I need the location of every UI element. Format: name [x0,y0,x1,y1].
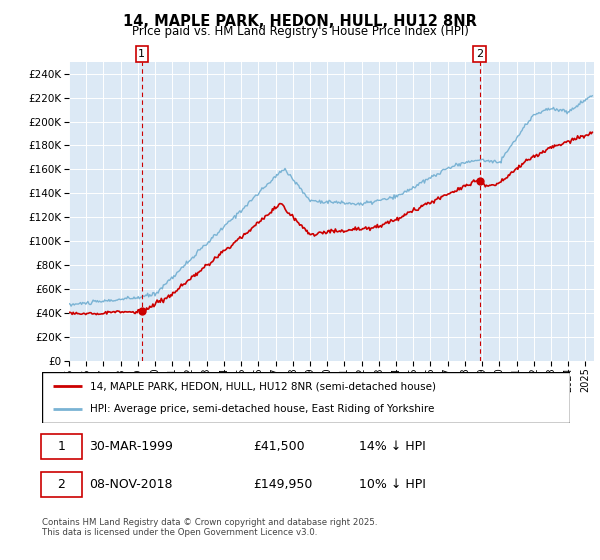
Text: 14, MAPLE PARK, HEDON, HULL, HU12 8NR: 14, MAPLE PARK, HEDON, HULL, HU12 8NR [123,14,477,29]
Text: £149,950: £149,950 [253,478,313,491]
Text: 2: 2 [58,478,65,491]
Text: Price paid vs. HM Land Registry's House Price Index (HPI): Price paid vs. HM Land Registry's House … [131,25,469,38]
Text: £41,500: £41,500 [253,440,305,454]
Text: 10% ↓ HPI: 10% ↓ HPI [359,478,425,491]
Text: HPI: Average price, semi-detached house, East Riding of Yorkshire: HPI: Average price, semi-detached house,… [89,404,434,414]
Text: 1: 1 [139,49,145,59]
Text: 14% ↓ HPI: 14% ↓ HPI [359,440,425,454]
FancyBboxPatch shape [41,472,82,497]
Text: 1: 1 [58,440,65,454]
FancyBboxPatch shape [41,435,82,459]
Text: 30-MAR-1999: 30-MAR-1999 [89,440,173,454]
Text: 14, MAPLE PARK, HEDON, HULL, HU12 8NR (semi-detached house): 14, MAPLE PARK, HEDON, HULL, HU12 8NR (s… [89,381,436,391]
Text: 08-NOV-2018: 08-NOV-2018 [89,478,173,491]
Text: Contains HM Land Registry data © Crown copyright and database right 2025.
This d: Contains HM Land Registry data © Crown c… [42,518,377,538]
Text: 2: 2 [476,49,483,59]
